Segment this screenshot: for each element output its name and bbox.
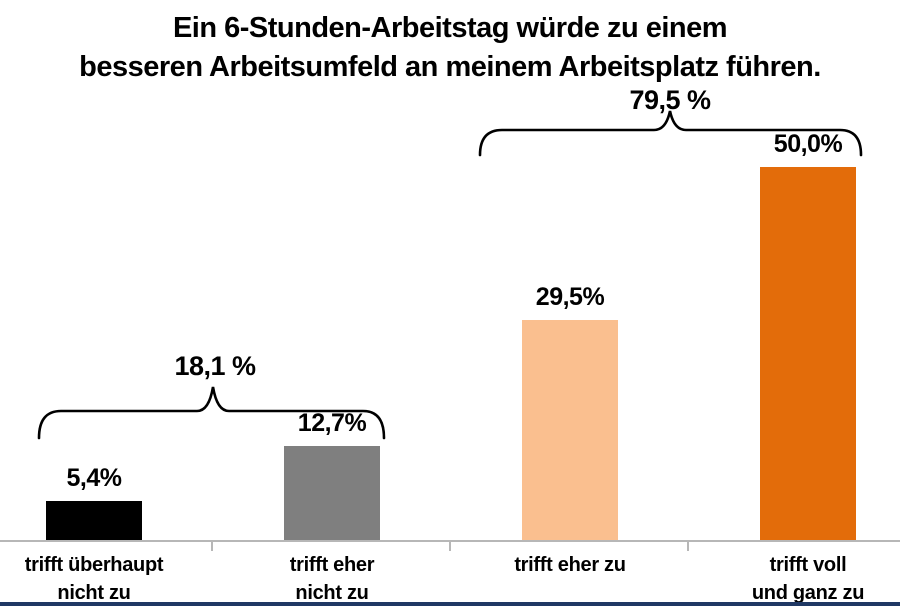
value-label-0: 5,4%: [66, 464, 122, 492]
chart-title-line-1: Ein 6-Stunden-Arbeitstag würde zu einem: [172, 12, 728, 44]
value-label-2: 29,5%: [535, 283, 605, 311]
group-bracket-right: [478, 106, 864, 158]
group-total-label-right: 79,5 %: [629, 85, 711, 115]
curly-brace-icon: [478, 110, 863, 157]
bar-3: [760, 167, 856, 541]
category-label-3: trifft voll und ganz zu: [751, 554, 865, 604]
x-axis-tick: [687, 542, 689, 551]
x-axis-tick: [211, 542, 213, 551]
bar-1: [284, 446, 380, 541]
chart-title-line-2: besseren Arbeitsumfeld an meinem Arbeits…: [79, 51, 821, 83]
category-label-2: trifft eher zu: [514, 554, 626, 576]
chart-title: Ein 6-Stunden-Arbeitstag würde zu einem …: [0, 9, 900, 87]
category-label-0: trifft überhaupt nicht zu: [24, 554, 164, 604]
bar-2: [522, 320, 618, 541]
x-axis-tick: [449, 542, 451, 551]
value-label-1: 12,7%: [297, 409, 367, 437]
value-label-3: 50,0%: [773, 130, 843, 158]
curly-brace-icon: [37, 386, 386, 440]
group-bracket-left: [37, 381, 387, 441]
x-axis-line: [0, 540, 900, 542]
group-total-label-left: 18,1 %: [174, 351, 256, 381]
bar-0: [46, 501, 142, 541]
bottom-divider-line: [0, 602, 900, 606]
category-label-1: trifft eher nicht zu: [289, 554, 375, 604]
